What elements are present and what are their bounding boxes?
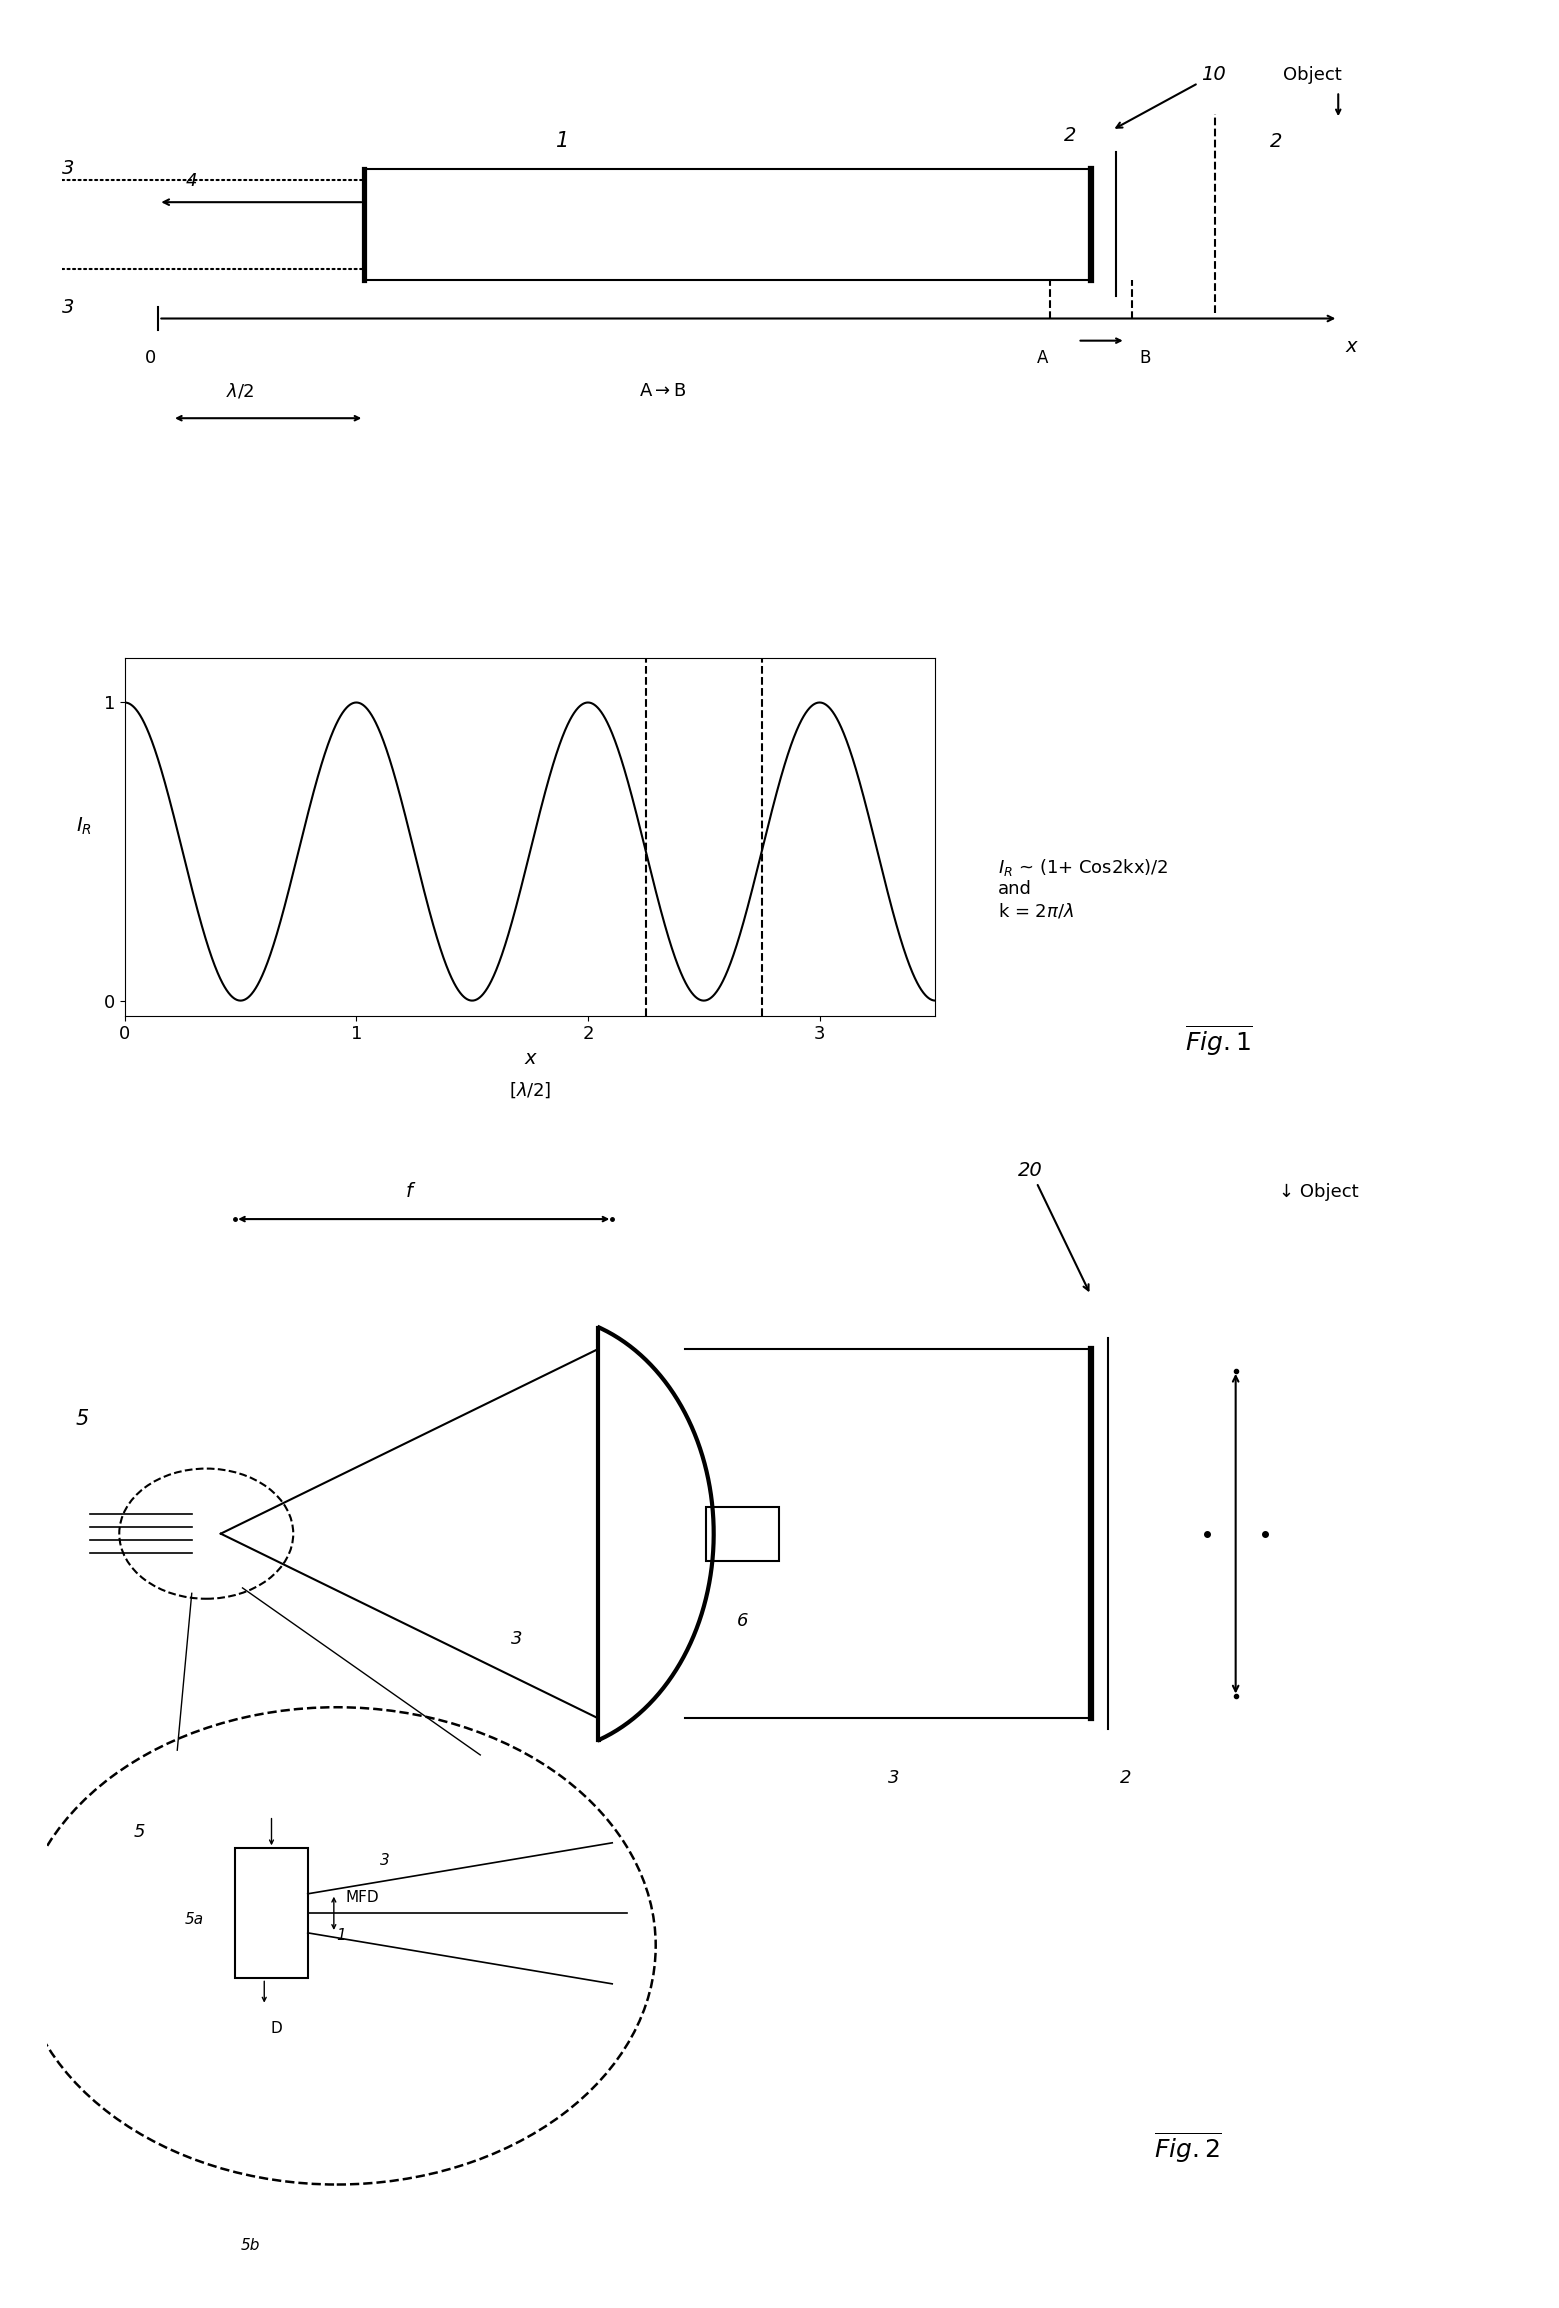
Y-axis label: $I_R$: $I_R$	[76, 815, 92, 835]
Text: 4: 4	[186, 171, 198, 189]
Text: 6: 6	[737, 1611, 748, 1629]
Text: A: A	[1037, 349, 1048, 367]
Bar	[235, 1849, 307, 1978]
Text: 2: 2	[1063, 127, 1076, 145]
Text: f: f	[405, 1182, 413, 1202]
Text: 1: 1	[337, 1929, 346, 1943]
X-axis label: x: x	[524, 1048, 536, 1069]
Text: $\overline{Fig. 1}$: $\overline{Fig. 1}$	[1185, 1022, 1253, 1057]
Text: 10: 10	[1116, 65, 1225, 127]
Bar	[706, 1507, 780, 1560]
Text: 3: 3	[511, 1629, 522, 1648]
Text: 5a: 5a	[184, 1913, 204, 1927]
Text: 1: 1	[557, 132, 569, 150]
Text: B: B	[1140, 349, 1151, 367]
Text: Object: Object	[1283, 67, 1342, 85]
Text: D: D	[270, 2022, 282, 2036]
Text: 0: 0	[145, 349, 156, 367]
Text: ↓ Object: ↓ Object	[1278, 1184, 1359, 1202]
Text: A$\rightarrow$B: A$\rightarrow$B	[639, 383, 686, 399]
Text: 3: 3	[62, 298, 75, 316]
Text: 2: 2	[1269, 132, 1281, 150]
Text: [$\lambda$/2]: [$\lambda$/2]	[510, 1080, 550, 1101]
Text: 5b: 5b	[242, 2239, 260, 2253]
Text: 3: 3	[380, 1853, 390, 1867]
Text: $\overline{Fig. 2}$: $\overline{Fig. 2}$	[1154, 2130, 1222, 2165]
Text: 3: 3	[887, 1770, 900, 1786]
Text: 2: 2	[1119, 1770, 1132, 1786]
Text: 5: 5	[134, 1823, 145, 1842]
Text: 3: 3	[62, 159, 75, 178]
Text: $\lambda$/2: $\lambda$/2	[226, 381, 256, 399]
Text: x: x	[1345, 337, 1356, 355]
Text: 20: 20	[1018, 1161, 1088, 1290]
Text: 5: 5	[76, 1410, 89, 1429]
Text: $I_R$ ~ (1+ Cos2kx)/2
and
k = 2$\pi$/$\lambda$: $I_R$ ~ (1+ Cos2kx)/2 and k = 2$\pi$/$\l…	[998, 856, 1168, 921]
Text: MFD: MFD	[346, 1890, 379, 1906]
